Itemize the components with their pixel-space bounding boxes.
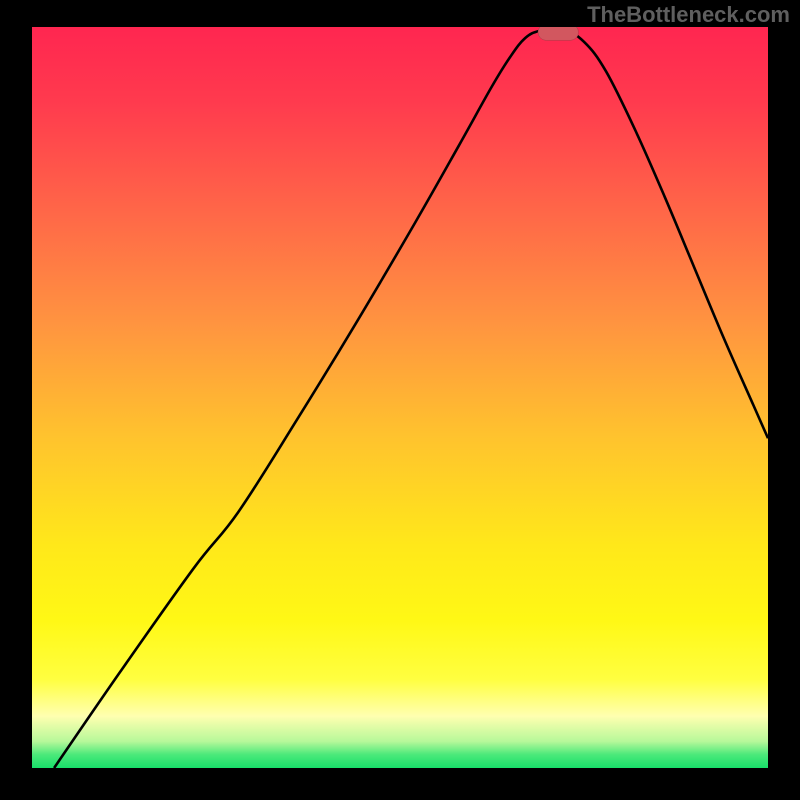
chart-svg (0, 0, 800, 800)
gradient-background (32, 27, 768, 768)
chart-stage: TheBottleneck.com (0, 0, 800, 800)
